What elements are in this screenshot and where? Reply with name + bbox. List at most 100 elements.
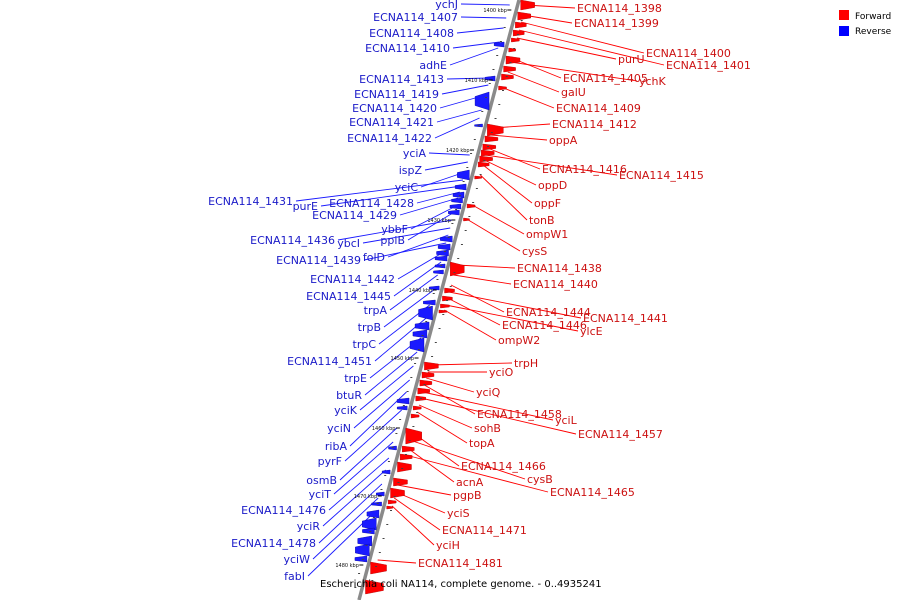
forward-gene[interactable] (386, 505, 393, 510)
forward-gene-label[interactable]: ECNA114_1481 (418, 557, 503, 570)
reverse-gene[interactable] (362, 517, 377, 531)
reverse-gene[interactable] (448, 209, 460, 216)
reverse-gene[interactable] (355, 543, 370, 557)
forward-gene[interactable] (421, 371, 435, 379)
forward-gene-label[interactable]: ECNA114_1415 (619, 169, 704, 182)
reverse-gene[interactable] (433, 269, 444, 275)
forward-gene-label[interactable]: sohB (474, 422, 501, 435)
reverse-gene-label[interactable]: purE (293, 200, 318, 213)
reverse-gene-label[interactable]: ppiB (380, 234, 405, 247)
forward-gene-label[interactable]: ECNA114_1457 (578, 428, 663, 441)
reverse-gene-label[interactable]: ECNA114_1407 (373, 11, 458, 24)
reverse-gene-label[interactable]: ECNA114_1410 (365, 42, 450, 55)
reverse-gene-label[interactable]: trpB (358, 321, 381, 334)
reverse-gene-label[interactable]: ECNA114_1442 (310, 273, 395, 286)
reverse-gene-label[interactable]: ECNA114_1421 (349, 116, 434, 129)
reverse-gene-label[interactable]: pyrF (318, 455, 342, 468)
reverse-gene[interactable] (366, 509, 380, 519)
forward-gene-label[interactable]: yciS (447, 507, 470, 520)
forward-gene[interactable] (410, 413, 420, 419)
forward-gene-label[interactable]: cysB (527, 473, 553, 486)
forward-gene[interactable] (517, 11, 531, 21)
reverse-gene-label[interactable]: ispZ (399, 164, 423, 177)
reverse-gene-label[interactable]: ECNA114_1420 (352, 102, 437, 115)
reverse-gene[interactable] (434, 263, 446, 269)
reverse-gene[interactable] (429, 285, 440, 291)
reverse-gene-label[interactable]: yciT (309, 488, 332, 501)
forward-gene-label[interactable]: ECNA114_1471 (442, 524, 527, 537)
reverse-gene-label[interactable]: ECNA114_1431 (208, 195, 293, 208)
forward-gene[interactable] (482, 143, 496, 151)
forward-gene[interactable] (387, 499, 397, 505)
forward-gene-label[interactable]: oppF (534, 197, 561, 210)
reverse-gene-label[interactable]: btuR (336, 389, 362, 402)
reverse-gene-label[interactable]: ECNA114_1408 (369, 27, 454, 40)
reverse-gene-label[interactable]: ECNA114_1476 (241, 504, 326, 517)
forward-gene[interactable] (438, 309, 448, 314)
forward-gene[interactable] (503, 65, 516, 73)
forward-gene[interactable] (498, 85, 507, 91)
forward-gene[interactable] (370, 561, 387, 575)
forward-gene-label[interactable]: ECNA114_1409 (556, 102, 641, 115)
forward-gene-label[interactable]: oppD (538, 179, 567, 192)
reverse-gene[interactable] (418, 305, 433, 321)
forward-gene[interactable] (481, 149, 495, 157)
forward-gene-label[interactable]: oppA (549, 134, 578, 147)
reverse-gene-label[interactable]: adhE (419, 59, 447, 72)
reverse-gene[interactable] (381, 469, 391, 475)
reverse-gene[interactable] (354, 555, 368, 563)
forward-gene[interactable] (393, 477, 408, 487)
forward-gene[interactable] (474, 175, 482, 180)
forward-gene-label[interactable]: yciL (555, 414, 578, 427)
forward-gene[interactable] (417, 387, 430, 395)
forward-gene-label[interactable]: yciO (489, 366, 514, 379)
forward-gene-label[interactable]: ompW2 (498, 334, 540, 347)
reverse-gene[interactable] (362, 527, 375, 535)
reverse-gene[interactable] (454, 183, 467, 191)
forward-gene[interactable] (515, 21, 527, 29)
forward-gene-label[interactable]: ECNA114_1458 (477, 408, 562, 421)
reverse-gene[interactable] (434, 255, 448, 262)
reverse-gene-label[interactable]: ECNA114_1428 (329, 197, 414, 210)
reverse-gene-label[interactable]: trpA (364, 304, 388, 317)
reverse-gene[interactable] (449, 203, 462, 210)
forward-gene[interactable] (405, 427, 422, 445)
forward-gene-label[interactable]: galU (561, 86, 586, 99)
forward-gene[interactable] (402, 445, 415, 453)
forward-gene-label[interactable]: acnA (456, 476, 484, 489)
forward-gene-label[interactable]: ECNA114_1440 (513, 278, 598, 291)
reverse-gene[interactable] (452, 191, 465, 199)
reverse-gene[interactable] (493, 41, 505, 48)
forward-gene[interactable] (397, 461, 412, 473)
reverse-gene-label[interactable]: ECNA114_1451 (287, 355, 372, 368)
forward-gene[interactable] (399, 453, 413, 461)
reverse-gene-label[interactable]: ECNA114_1413 (359, 73, 444, 86)
forward-gene[interactable] (477, 161, 490, 168)
reverse-gene-label[interactable]: yciA (403, 147, 427, 160)
reverse-gene-label[interactable]: ECNA114_1436 (250, 234, 335, 247)
forward-gene-label[interactable]: yciH (436, 539, 460, 552)
forward-gene-label[interactable]: ECNA114_1465 (550, 486, 635, 499)
reverse-gene[interactable] (437, 243, 451, 251)
reverse-gene-label[interactable]: ECNA114_1429 (312, 209, 397, 222)
forward-gene-label[interactable]: ECNA114_1400 (646, 47, 731, 60)
reverse-gene[interactable] (397, 405, 408, 411)
reverse-gene[interactable] (423, 299, 436, 306)
forward-gene[interactable] (463, 217, 470, 222)
forward-gene-label[interactable]: ECNA114_1399 (574, 17, 659, 30)
reverse-gene-label[interactable]: trpE (344, 372, 367, 385)
forward-gene-label[interactable]: cysS (522, 245, 547, 258)
reverse-gene-label[interactable]: ribA (325, 440, 348, 453)
forward-gene-label[interactable]: ECNA114_1416 (542, 163, 627, 176)
forward-gene-label[interactable]: ECNA114_1446 (502, 319, 587, 332)
forward-gene-label[interactable]: tonB (529, 214, 555, 227)
reverse-gene-label[interactable]: folD (363, 251, 385, 264)
reverse-gene-label[interactable]: yciW (284, 553, 311, 566)
reverse-gene-label[interactable]: yciN (327, 422, 351, 435)
reverse-gene-label[interactable]: ECNA114_1445 (306, 290, 391, 303)
forward-gene-label[interactable]: ECNA114_1412 (552, 118, 637, 131)
forward-gene[interactable] (484, 135, 499, 143)
reverse-gene[interactable] (474, 91, 490, 111)
forward-gene-label[interactable]: ECNA114_1466 (461, 460, 546, 473)
forward-gene[interactable] (487, 123, 504, 137)
